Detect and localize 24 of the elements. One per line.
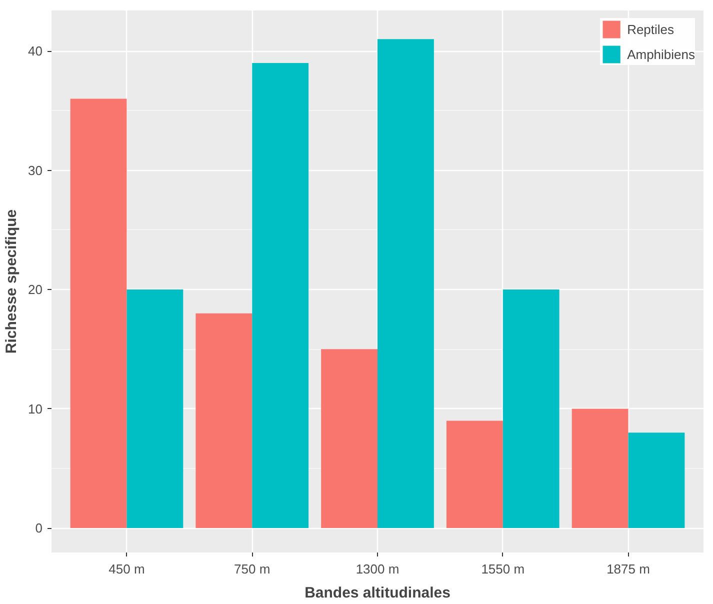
bar: [196, 313, 252, 528]
x-tick-label: 1550 m: [481, 562, 525, 576]
y-axis-title: Richesse specifique: [3, 209, 20, 354]
bar: [378, 39, 434, 528]
bar: [126, 290, 184, 528]
y-tick-label: 10: [28, 401, 43, 416]
x-tick-label: 1875 m: [606, 562, 650, 576]
y-tick-label: 0: [35, 520, 43, 536]
bar: [70, 98, 127, 528]
bar: [628, 432, 685, 528]
x-tick-label: 750 m: [234, 562, 270, 576]
bar: [502, 290, 560, 528]
x-tick-label: 1300 m: [356, 562, 400, 576]
x-axis-title: Bandes altitudinales: [304, 584, 450, 602]
legend-label: Amphibiens: [627, 46, 695, 62]
y-tick-label: 30: [28, 162, 43, 178]
y-tick-label: 40: [28, 44, 43, 59]
x-tick-label: 450 m: [108, 562, 145, 576]
legend-label: Reptiles: [627, 22, 674, 36]
bar: [252, 62, 309, 528]
bar: [446, 420, 503, 528]
y-tick-label: 20: [28, 282, 43, 298]
bar: [321, 349, 378, 528]
bar: [572, 408, 628, 528]
